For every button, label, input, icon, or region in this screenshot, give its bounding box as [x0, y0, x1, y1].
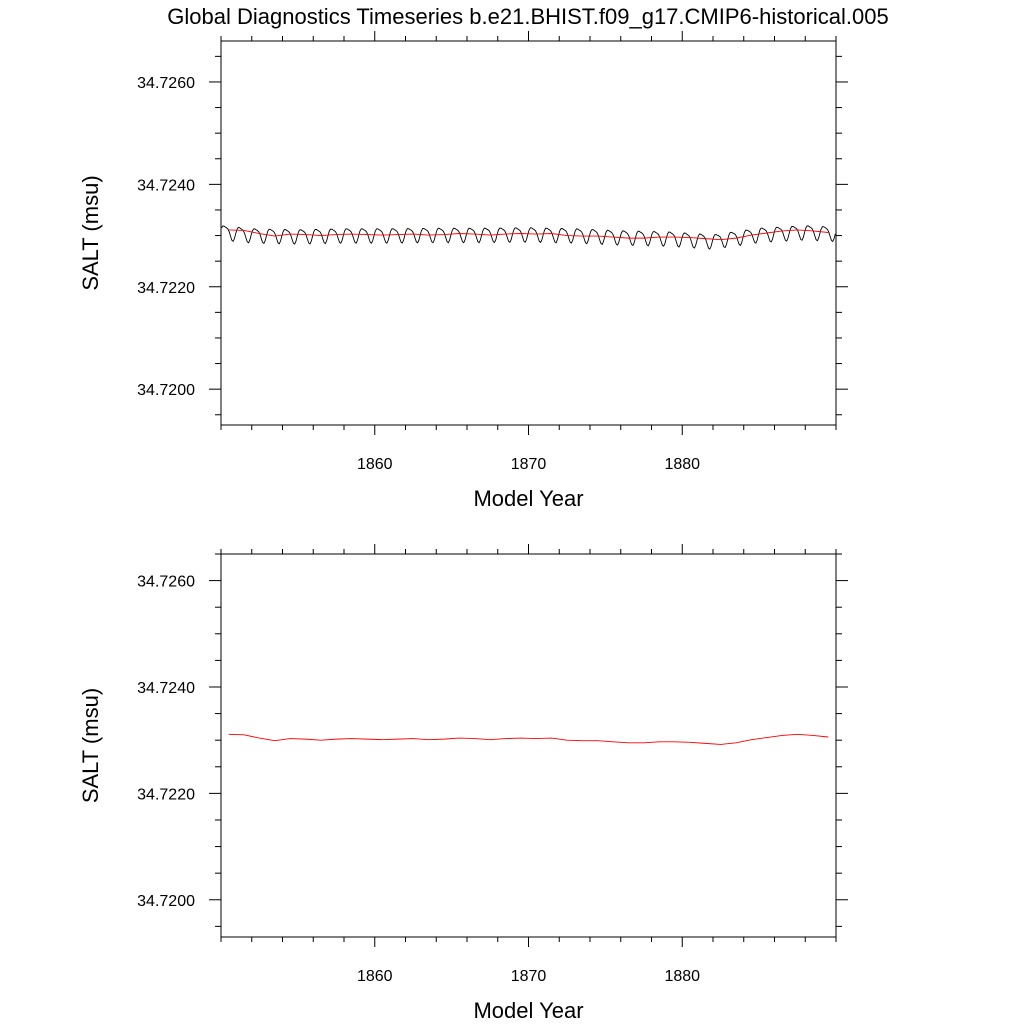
y-tick-label: 34.7200 — [137, 893, 195, 910]
series-line-annual — [228, 733, 829, 745]
y-tick-label: 34.7260 — [137, 574, 195, 591]
series-line-annual — [228, 229, 829, 241]
x-tick-label: 1860 — [357, 456, 393, 473]
x-tick-label: 1860 — [357, 968, 393, 985]
x-axis-title: Model Year — [473, 998, 583, 1023]
y-tick-label: 34.7240 — [137, 177, 195, 194]
x-axis-title: Model Year — [473, 486, 583, 511]
plot-frame — [220, 553, 837, 938]
y-axis-title: SALT (msu) — [78, 688, 103, 803]
y-axis-title: SALT (msu) — [78, 175, 103, 290]
y-tick-label: 34.7260 — [137, 75, 195, 92]
series-line-monthly — [221, 225, 836, 250]
y-tick-label: 34.7220 — [137, 786, 195, 803]
figure-title: Global Diagnostics Timeseries b.e21.BHIS… — [167, 4, 888, 29]
x-tick-label: 1870 — [511, 456, 547, 473]
chart-panel-2: 1860 1870 1880 34.7200 34.7220 34.7240 34.7260… — [78, 544, 848, 1023]
panels: 1860 1870 1880 34.7200 34.7220 34.7240 34.7260… — [78, 31, 848, 1023]
y-tick-label: 34.7240 — [137, 680, 195, 697]
x-tick-label: 1870 — [511, 968, 547, 985]
y-tick-label: 34.7220 — [137, 280, 195, 297]
x-tick-label: 1880 — [664, 968, 700, 985]
chart-panel-1: 1860 1870 1880 34.7200 34.7220 34.7240 34.7260… — [78, 31, 848, 511]
y-tick-label: 34.7200 — [137, 382, 195, 399]
x-tick-label: 1880 — [664, 456, 700, 473]
